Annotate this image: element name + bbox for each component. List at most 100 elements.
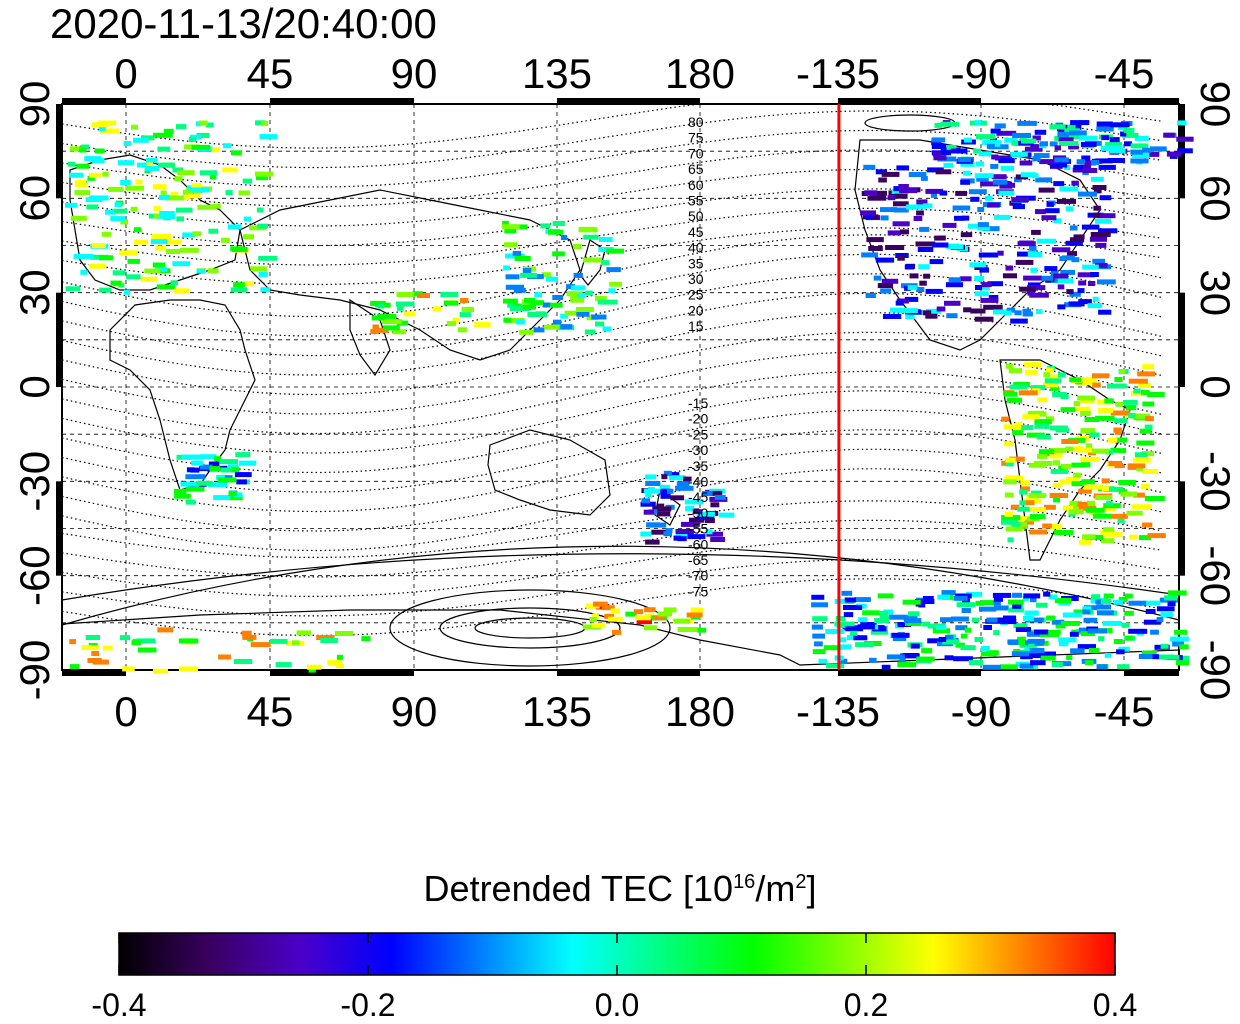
tec-patch bbox=[992, 179, 1008, 185]
tec-patch bbox=[1067, 251, 1078, 257]
tec-patch bbox=[684, 499, 704, 505]
mlat-label-north: 60 bbox=[688, 177, 704, 193]
tec-patch bbox=[65, 286, 81, 292]
tec-patch bbox=[158, 162, 175, 168]
tec-patch bbox=[550, 302, 563, 308]
tec-patch bbox=[70, 215, 87, 221]
coast-antarctica bbox=[61, 609, 1180, 666]
tec-patch bbox=[1128, 378, 1148, 384]
tec-patch bbox=[1088, 647, 1100, 653]
tec-patch bbox=[675, 485, 694, 491]
tec-patch bbox=[1036, 434, 1051, 440]
tec-patch bbox=[1120, 131, 1127, 137]
tec-patch bbox=[1019, 286, 1036, 292]
tec-patch bbox=[583, 257, 602, 263]
x-tick-bottom: 180 bbox=[665, 688, 735, 735]
tec-patch bbox=[945, 282, 963, 288]
frame-bar-left bbox=[56, 481, 62, 576]
tec-patch bbox=[944, 300, 961, 306]
tec-patch bbox=[534, 292, 542, 298]
tec-patch bbox=[1073, 234, 1085, 240]
tec-patch bbox=[968, 189, 987, 195]
magnetic-contour-solid bbox=[61, 553, 1180, 601]
tec-patch bbox=[599, 237, 613, 242]
tec-patch bbox=[1098, 407, 1114, 413]
tec-patch bbox=[1019, 160, 1033, 166]
tec-patch bbox=[990, 163, 999, 169]
tec-patch bbox=[1084, 417, 1100, 422]
tec-patch bbox=[1082, 534, 1096, 540]
tec-patch bbox=[1130, 413, 1150, 419]
tec-patch bbox=[211, 147, 220, 153]
tec-patch bbox=[152, 184, 167, 190]
tec-patch bbox=[948, 277, 961, 283]
tec-patch bbox=[336, 654, 343, 660]
tec-patch bbox=[892, 636, 907, 641]
y-tick-left: 90 bbox=[11, 81, 58, 128]
tec-patch bbox=[1052, 392, 1067, 397]
tec-patch bbox=[85, 197, 103, 203]
tec-patch bbox=[1065, 206, 1074, 212]
tec-patch bbox=[869, 657, 877, 663]
tec-patch bbox=[1028, 493, 1047, 499]
tec-patch bbox=[1008, 607, 1024, 613]
tec-patch bbox=[1089, 432, 1100, 438]
tec-patch bbox=[1110, 447, 1120, 453]
tec-patch bbox=[380, 302, 391, 308]
tec-patch bbox=[1087, 500, 1096, 506]
tec-patch bbox=[993, 596, 1003, 602]
tec-patch bbox=[1050, 385, 1059, 391]
tec-patch bbox=[1078, 627, 1088, 633]
tec-patch bbox=[963, 170, 971, 176]
tec-patch bbox=[214, 456, 222, 462]
tec-patch bbox=[606, 248, 624, 254]
tec-patch bbox=[1050, 468, 1069, 474]
tec-patch bbox=[1177, 148, 1193, 154]
tec-patch bbox=[919, 226, 930, 232]
tec-patch bbox=[153, 668, 168, 674]
tec-patch bbox=[1147, 650, 1157, 656]
tec-patch bbox=[1027, 252, 1043, 257]
tec-patch bbox=[1038, 449, 1054, 455]
tec-patch bbox=[670, 472, 680, 478]
tec-patch bbox=[1160, 643, 1169, 649]
tec-patch bbox=[1001, 515, 1021, 521]
magnetic-contour bbox=[61, 468, 1163, 552]
tec-patch bbox=[166, 249, 181, 254]
tec-patch bbox=[881, 171, 900, 177]
tec-patch bbox=[1051, 662, 1063, 667]
tec-patch bbox=[238, 460, 257, 466]
tec-patch bbox=[208, 461, 220, 467]
tec-patch bbox=[570, 285, 586, 291]
x-tick-bottom: -135 bbox=[796, 688, 880, 735]
tec-patch bbox=[1030, 385, 1046, 391]
tec-patch bbox=[1019, 500, 1029, 506]
tec-patch bbox=[382, 325, 400, 331]
tec-patch bbox=[899, 658, 906, 664]
tec-patch bbox=[955, 625, 968, 631]
frame-bar-left bbox=[56, 104, 62, 199]
tec-patch bbox=[1136, 440, 1155, 446]
tec-patch bbox=[1010, 504, 1020, 510]
tec-patch bbox=[939, 190, 948, 196]
tec-patch bbox=[981, 282, 992, 288]
tec-patch bbox=[952, 205, 971, 211]
tec-patch bbox=[823, 645, 843, 651]
tec-patch bbox=[1028, 410, 1044, 416]
tec-patch bbox=[982, 285, 990, 291]
tec-patch bbox=[1091, 160, 1100, 165]
tec-patch bbox=[1058, 600, 1071, 606]
tec-patch bbox=[1053, 181, 1065, 187]
colorbar-ticks: -0.4 -0.2 0.0 0.2 0.4 bbox=[91, 933, 1137, 1023]
tec-patch bbox=[370, 300, 386, 306]
tec-patch bbox=[881, 278, 899, 284]
frame-bar-top bbox=[62, 98, 126, 104]
tec-patch bbox=[1030, 597, 1037, 603]
tec-patch bbox=[625, 611, 637, 617]
tec-patch bbox=[1109, 148, 1126, 154]
tec-patch bbox=[242, 178, 253, 184]
colorbar-title: Detrended TEC [1016/m2] bbox=[0, 868, 1240, 910]
tec-patch bbox=[959, 276, 972, 282]
tec-patch bbox=[1017, 120, 1037, 126]
